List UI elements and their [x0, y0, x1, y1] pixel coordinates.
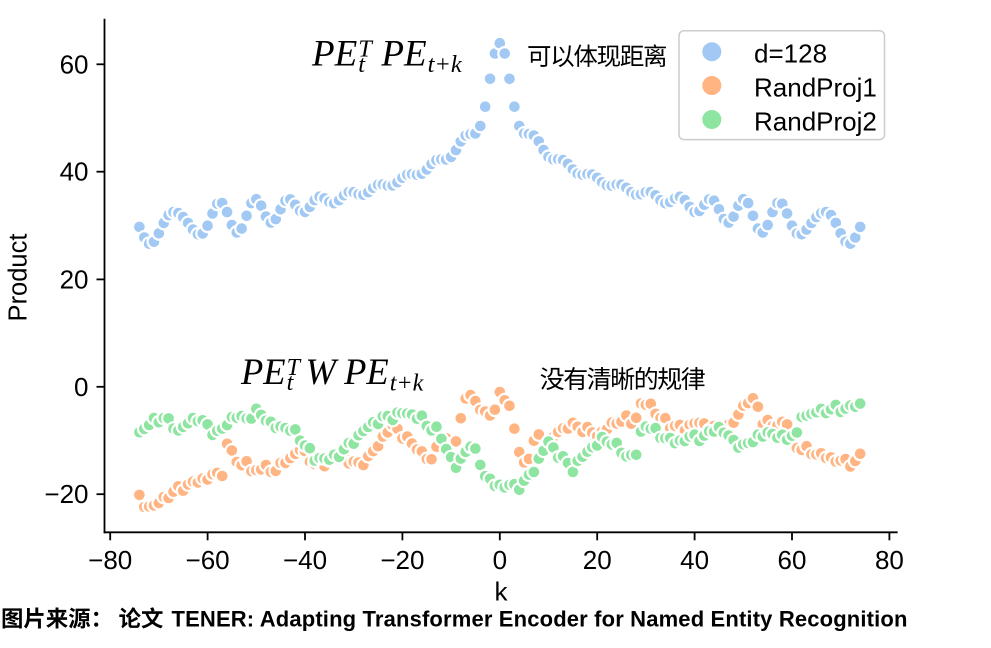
svg-text:T: T: [287, 355, 302, 381]
svg-text:60: 60: [778, 545, 807, 575]
svg-text:40: 40: [60, 157, 89, 187]
svg-text:t: t: [287, 370, 295, 396]
svg-text:PE: PE: [240, 351, 286, 392]
svg-text:d=128: d=128: [754, 39, 827, 69]
svg-text:PE: PE: [380, 34, 426, 75]
svg-text:−20: −20: [44, 479, 88, 509]
svg-text:W: W: [306, 351, 340, 392]
svg-text:k: k: [495, 577, 509, 607]
svg-text:−60: −60: [186, 545, 230, 575]
svg-text:t: t: [358, 51, 366, 78]
svg-text:−80: −80: [88, 545, 132, 575]
svg-text:20: 20: [60, 264, 89, 294]
svg-text:T: T: [358, 36, 374, 63]
svg-text:80: 80: [875, 545, 904, 575]
svg-text:40: 40: [680, 545, 709, 575]
svg-text:TENER: Adapting Transformer En: TENER: Adapting Transformer Encoder for …: [172, 607, 908, 632]
svg-text:RandProj1: RandProj1: [754, 73, 877, 103]
svg-text:PE: PE: [311, 34, 357, 75]
svg-text:Product: Product: [5, 234, 33, 322]
svg-text:RandProj2: RandProj2: [754, 107, 877, 137]
svg-text:−20: −20: [380, 545, 424, 575]
svg-text:0: 0: [493, 545, 507, 575]
svg-text:PE: PE: [343, 351, 389, 392]
svg-text:0: 0: [74, 372, 88, 402]
svg-text:t+k: t+k: [428, 51, 463, 78]
svg-text:20: 20: [583, 545, 612, 575]
svg-text:t+k: t+k: [390, 371, 425, 397]
svg-text:60: 60: [60, 49, 89, 79]
svg-text:−40: −40: [283, 545, 327, 575]
